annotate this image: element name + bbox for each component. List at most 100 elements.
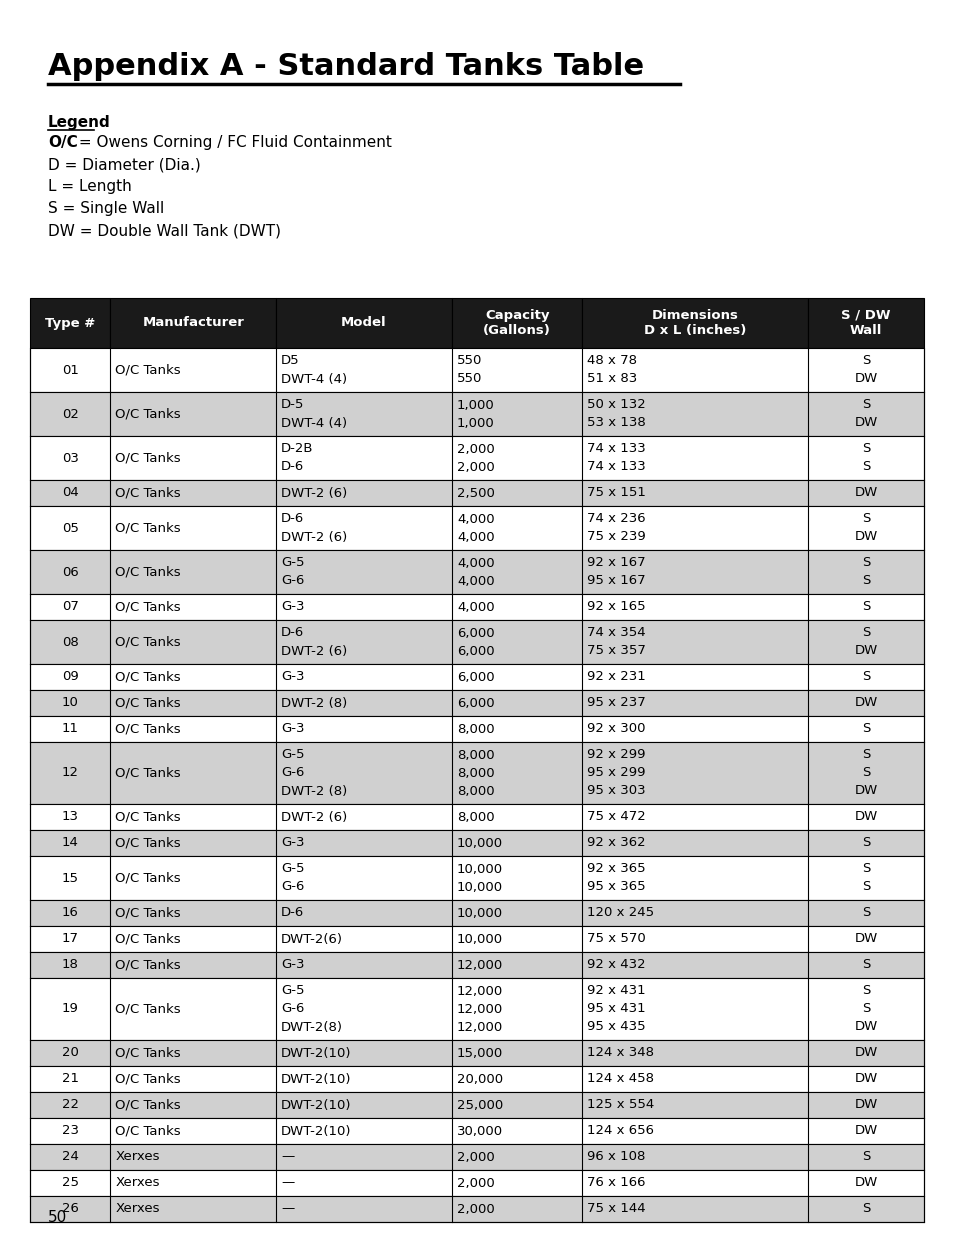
Text: 75 x 472: 75 x 472 xyxy=(587,810,645,824)
Text: O/C Tanks: O/C Tanks xyxy=(115,600,181,614)
Text: 23: 23 xyxy=(62,1125,78,1137)
Text: DWT-2 (8): DWT-2 (8) xyxy=(281,784,347,798)
Bar xyxy=(30,506,923,550)
Text: 95 x 303: 95 x 303 xyxy=(587,784,645,798)
Text: DWT-2(10): DWT-2(10) xyxy=(281,1072,352,1086)
Bar xyxy=(30,1170,923,1195)
Text: 12,000: 12,000 xyxy=(456,1003,502,1015)
Text: 10,000: 10,000 xyxy=(456,906,502,920)
Text: 12,000: 12,000 xyxy=(456,1020,502,1034)
Text: 95 x 237: 95 x 237 xyxy=(587,697,645,709)
Text: 10: 10 xyxy=(62,697,78,709)
Text: 48 x 78: 48 x 78 xyxy=(587,354,637,368)
Text: DW: DW xyxy=(854,1046,877,1060)
Text: DW: DW xyxy=(854,1020,877,1034)
Text: G-5: G-5 xyxy=(281,748,304,762)
Text: 550: 550 xyxy=(456,373,482,385)
Text: O/C Tanks: O/C Tanks xyxy=(115,521,181,535)
Text: = Owens Corning / FC Fluid Containment: = Owens Corning / FC Fluid Containment xyxy=(74,135,392,149)
Text: 120 x 245: 120 x 245 xyxy=(587,906,654,920)
Text: DW: DW xyxy=(854,416,877,430)
Bar xyxy=(30,298,111,348)
Text: 16: 16 xyxy=(62,906,78,920)
Text: S: S xyxy=(862,461,869,473)
Text: DWT-2(10): DWT-2(10) xyxy=(281,1046,352,1060)
Text: 75 x 570: 75 x 570 xyxy=(587,932,645,946)
Text: 53 x 138: 53 x 138 xyxy=(587,416,645,430)
Text: 20,000: 20,000 xyxy=(456,1072,502,1086)
Text: 125 x 554: 125 x 554 xyxy=(587,1098,654,1112)
Text: 95 x 435: 95 x 435 xyxy=(587,1020,645,1034)
Text: 8,000: 8,000 xyxy=(456,810,494,824)
Text: 03: 03 xyxy=(62,452,78,464)
Text: 4,000: 4,000 xyxy=(456,531,494,543)
Text: Manufacturer: Manufacturer xyxy=(142,316,244,330)
Text: 12,000: 12,000 xyxy=(456,958,502,972)
Text: O/C: O/C xyxy=(48,135,77,149)
Text: O/C Tanks: O/C Tanks xyxy=(115,872,181,884)
Text: S: S xyxy=(862,906,869,920)
Text: 10,000: 10,000 xyxy=(456,932,502,946)
Text: Legend: Legend xyxy=(48,115,111,130)
Text: D5: D5 xyxy=(281,354,299,368)
Text: 8,000: 8,000 xyxy=(456,722,494,736)
Text: Appendix A - Standard Tanks Table: Appendix A - Standard Tanks Table xyxy=(48,52,643,82)
Text: 4,000: 4,000 xyxy=(456,600,494,614)
Text: 06: 06 xyxy=(62,566,78,578)
Text: S: S xyxy=(862,984,869,998)
Text: DWT-2 (6): DWT-2 (6) xyxy=(281,810,347,824)
Text: DWT-2 (6): DWT-2 (6) xyxy=(281,487,347,499)
Text: DWT-2(10): DWT-2(10) xyxy=(281,1098,352,1112)
Text: S: S xyxy=(862,600,869,614)
Text: DW: DW xyxy=(854,373,877,385)
Text: 95 x 431: 95 x 431 xyxy=(587,1003,645,1015)
Text: 92 x 165: 92 x 165 xyxy=(587,600,645,614)
Text: 6,000: 6,000 xyxy=(456,671,494,683)
Bar xyxy=(30,900,923,926)
Text: 95 x 365: 95 x 365 xyxy=(587,881,645,893)
Text: DW: DW xyxy=(854,1098,877,1112)
Text: 15: 15 xyxy=(62,872,78,884)
Text: DW: DW xyxy=(854,531,877,543)
Text: DW: DW xyxy=(854,932,877,946)
Text: S: S xyxy=(862,862,869,876)
Text: G-6: G-6 xyxy=(281,1003,304,1015)
Bar xyxy=(582,298,807,348)
Text: DWT-2(10): DWT-2(10) xyxy=(281,1125,352,1137)
Text: DW: DW xyxy=(854,1125,877,1137)
Text: 124 x 348: 124 x 348 xyxy=(587,1046,654,1060)
Text: Xerxes: Xerxes xyxy=(115,1151,160,1163)
Text: 14: 14 xyxy=(62,836,78,850)
Text: S: S xyxy=(862,354,869,368)
Text: 92 x 231: 92 x 231 xyxy=(587,671,645,683)
Text: S = Single Wall: S = Single Wall xyxy=(48,201,164,216)
Text: G-6: G-6 xyxy=(281,881,304,893)
Bar xyxy=(30,620,923,664)
Bar xyxy=(30,480,923,506)
Text: G-3: G-3 xyxy=(281,671,304,683)
Text: 50 x 132: 50 x 132 xyxy=(587,399,645,411)
Bar xyxy=(30,1040,923,1066)
Text: Capacity
(Gallons): Capacity (Gallons) xyxy=(483,309,551,337)
Text: 6,000: 6,000 xyxy=(456,697,494,709)
Text: 22: 22 xyxy=(62,1098,78,1112)
Text: 4,000: 4,000 xyxy=(456,557,494,569)
Text: 550: 550 xyxy=(456,354,482,368)
Text: D-6: D-6 xyxy=(281,626,304,640)
Bar xyxy=(30,550,923,594)
Text: O/C Tanks: O/C Tanks xyxy=(115,697,181,709)
Text: DWT-2 (6): DWT-2 (6) xyxy=(281,645,347,657)
Text: S / DW
Wall: S / DW Wall xyxy=(841,309,890,337)
Text: G-6: G-6 xyxy=(281,574,304,588)
Bar xyxy=(30,1092,923,1118)
Bar xyxy=(30,856,923,900)
Text: DW = Double Wall Tank (DWT): DW = Double Wall Tank (DWT) xyxy=(48,224,281,238)
Text: —: — xyxy=(281,1177,294,1189)
Bar xyxy=(30,978,923,1040)
Text: O/C Tanks: O/C Tanks xyxy=(115,1046,181,1060)
Text: 13: 13 xyxy=(62,810,78,824)
Text: O/C Tanks: O/C Tanks xyxy=(115,636,181,648)
Bar xyxy=(30,690,923,716)
Text: Type #: Type # xyxy=(45,316,95,330)
Text: D-6: D-6 xyxy=(281,513,304,526)
